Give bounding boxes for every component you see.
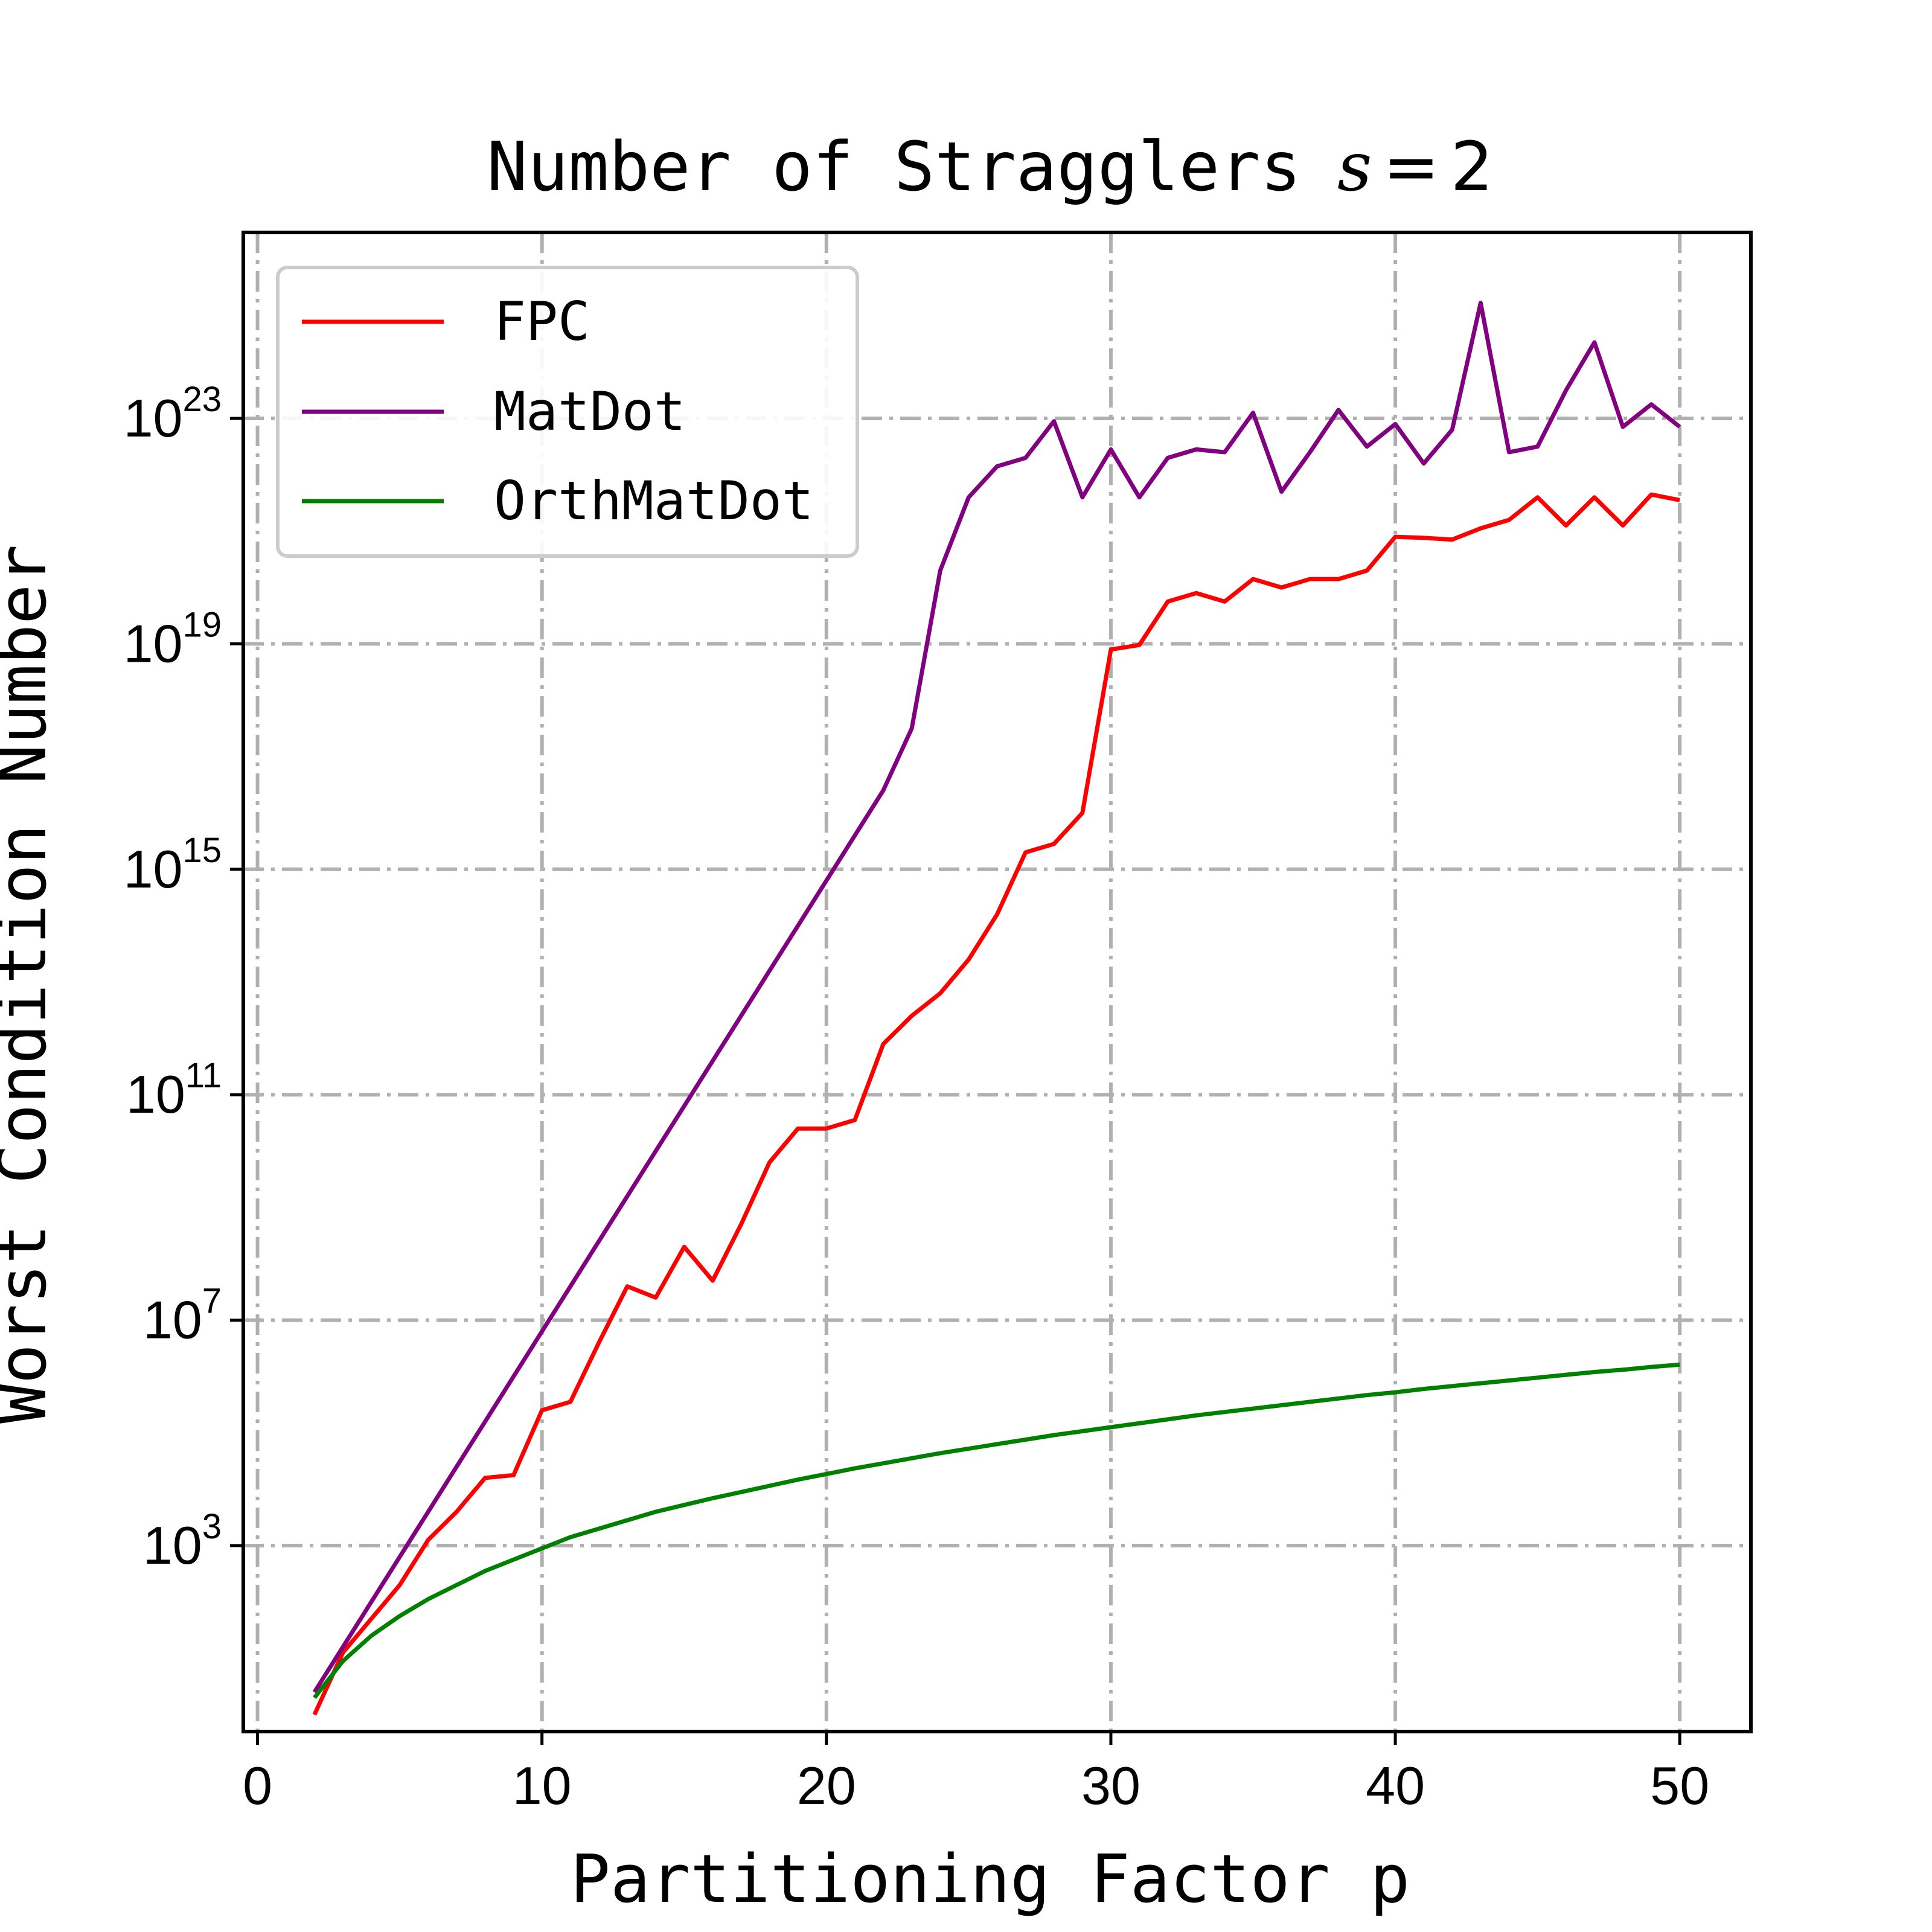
legend-label: OrthMatDot (494, 470, 814, 532)
y-tick-base: 10 (126, 1064, 185, 1124)
chart-title-var: s (1337, 128, 1372, 206)
legend-label: FPC (494, 290, 590, 353)
y-tick-label: 1015 (124, 831, 222, 899)
chart-title-value: 2 (1450, 128, 1493, 206)
series-line-orthmatdot (313, 1362, 1680, 1700)
x-tick-label: 20 (797, 1756, 856, 1815)
y-axis-label: Worst Condition Number (0, 545, 61, 1424)
y-tick-label: 103 (143, 1507, 222, 1575)
y-tick-exponent: 3 (202, 1507, 222, 1546)
plot-area-frame (242, 231, 1753, 1733)
chart-title-eq: = (1383, 128, 1439, 206)
x-tick-label: 40 (1366, 1756, 1425, 1815)
series-line-fpc (312, 492, 1680, 1716)
x-axis-label: Partitioning Factor p (571, 1840, 1410, 1918)
chart-title-text: Number of Stragglers (487, 128, 1301, 206)
y-tick-base: 10 (124, 613, 183, 673)
y-tick-label: 107 (143, 1282, 222, 1350)
y-tick-label: 1019 (124, 605, 222, 673)
chart-title: Number of Stragglers s = 2 (487, 128, 1493, 206)
x-tick-label: 30 (1081, 1756, 1140, 1815)
series-layer (312, 301, 1681, 1716)
series-line-matdot (312, 301, 1681, 1694)
legend-item-matdot: MatDot (302, 380, 686, 443)
y-tick-exponent: 19 (182, 605, 222, 644)
legend-frame (276, 266, 859, 558)
legend-label: MatDot (494, 380, 686, 443)
legend-item-fpc: FPC (302, 290, 590, 353)
x-axis-ticks: 0 10 20 30 40 50 (243, 1732, 1709, 1815)
y-tick-label: 1023 (124, 380, 222, 448)
x-tick-label: 0 (243, 1756, 272, 1815)
legend-entries: FPC MatDot OrthMatDot (302, 290, 814, 532)
y-tick-base: 10 (143, 1290, 202, 1350)
y-tick-exponent: 11 (185, 1056, 222, 1095)
legend-item-orthmatdot: OrthMatDot (302, 470, 814, 532)
y-tick-exponent: 7 (202, 1282, 222, 1321)
y-tick-base: 10 (124, 388, 183, 448)
y-tick-exponent: 15 (182, 831, 222, 870)
y-tick-base: 10 (124, 839, 183, 899)
x-tick-label: 10 (513, 1756, 572, 1815)
y-tick-label: 1011 (126, 1056, 222, 1124)
legend: FPC MatDot OrthMatDot (276, 266, 859, 558)
y-tick-exponent: 23 (182, 380, 222, 419)
y-tick-base: 10 (143, 1515, 202, 1575)
x-tick-label: 50 (1650, 1756, 1709, 1815)
